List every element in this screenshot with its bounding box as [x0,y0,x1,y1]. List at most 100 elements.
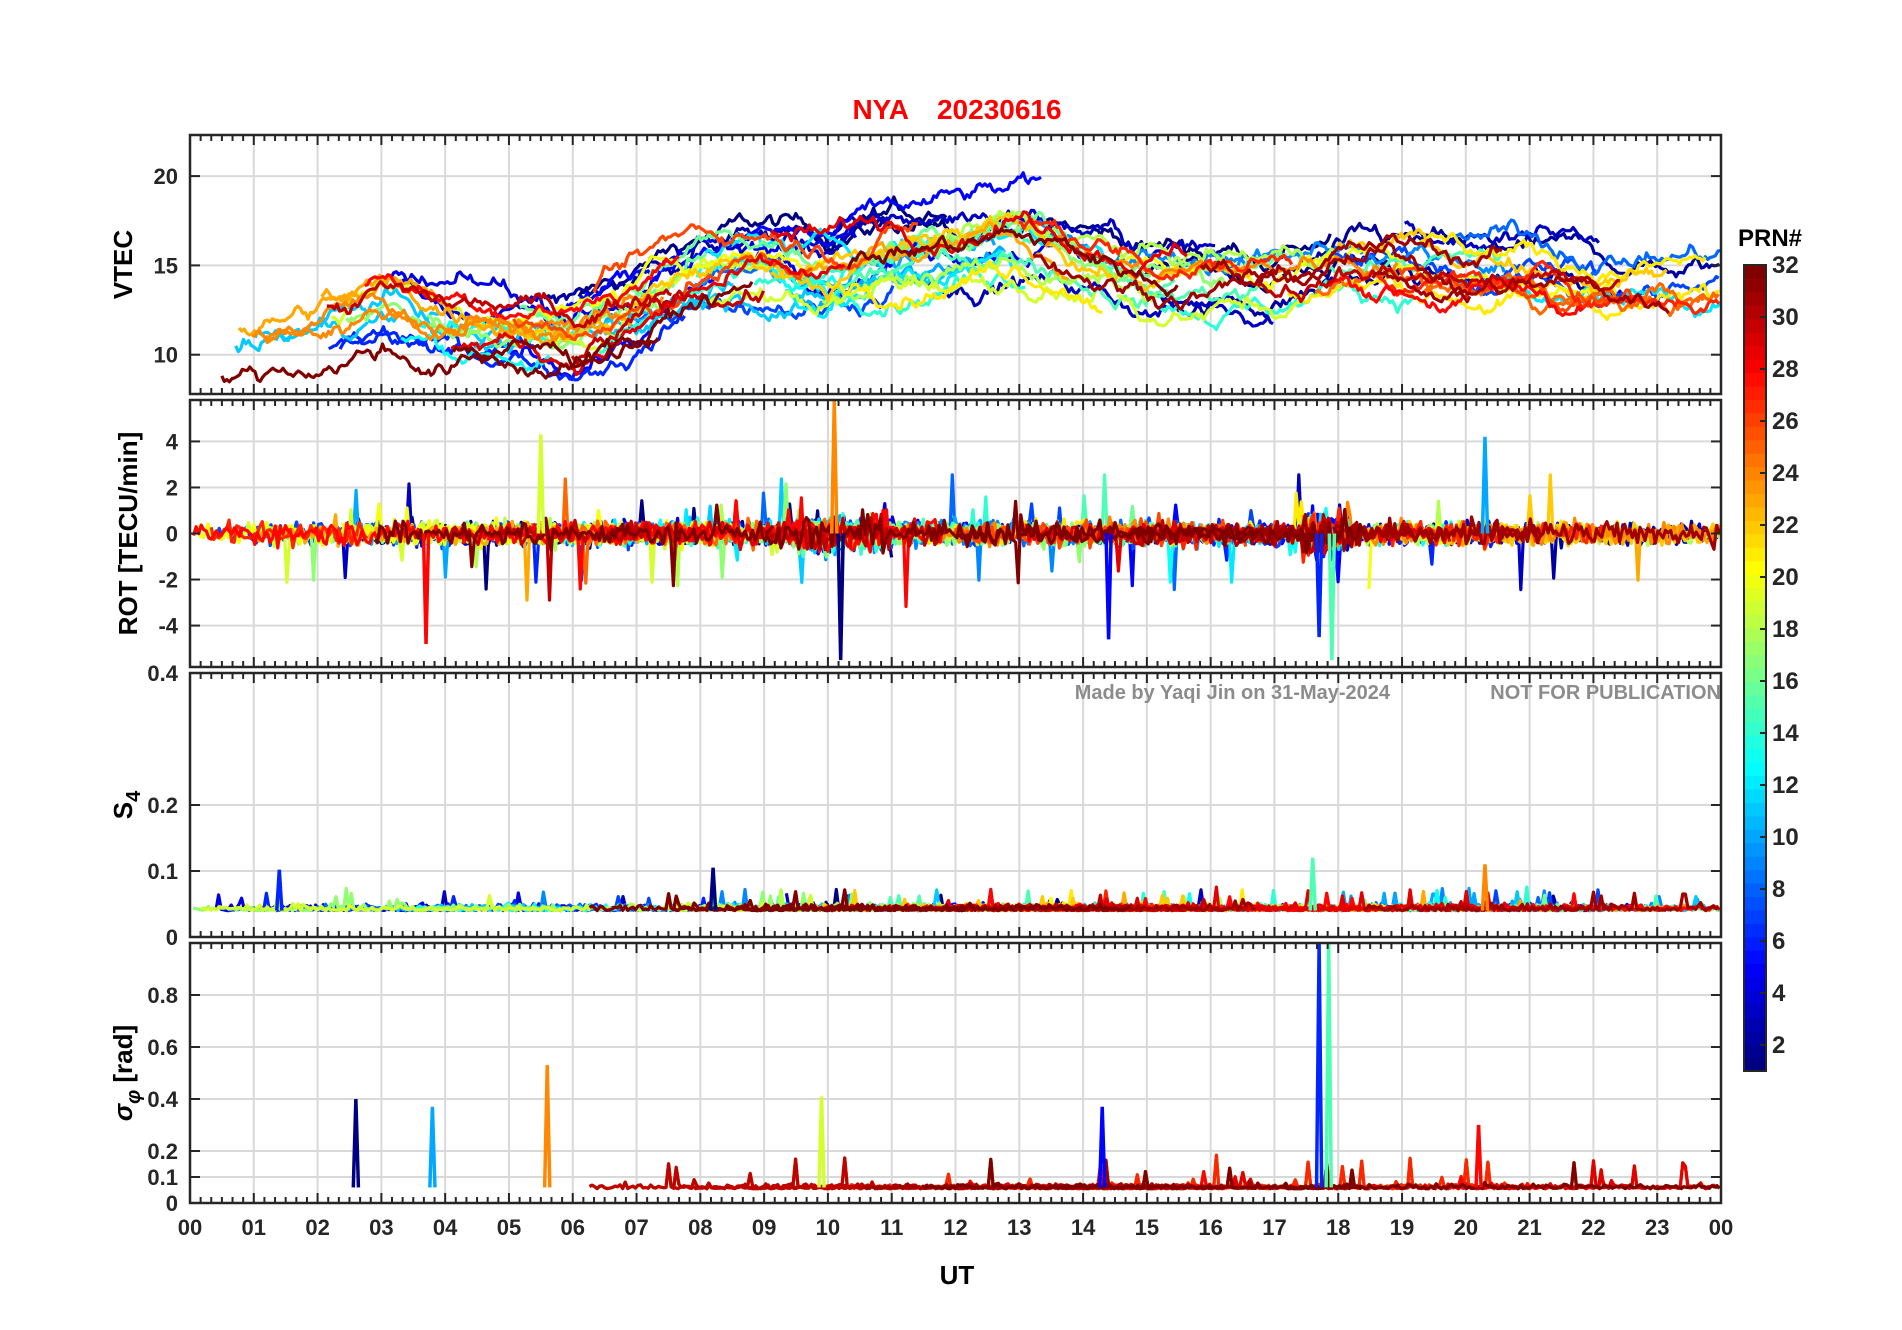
colorbar-band [1744,332,1766,347]
series-prn-30 [570,288,765,365]
series-prn-19 [330,257,784,352]
watermark-notice: NOT FOR PUBLICATION [1490,682,1721,704]
panel-frame [188,671,1723,939]
event-spike [1314,943,1324,1188]
event-spike [275,869,284,911]
event-spike [829,400,839,534]
series-prn-31 [1371,270,1670,315]
colorbar-band [1744,453,1766,468]
colorbar-frame [1743,264,1767,1072]
series-prn-19 [707,275,1097,316]
colorbar-band [1744,735,1766,750]
y-tick-label: 2 [166,475,178,500]
y-tick-label: 15 [154,253,178,278]
colorbar-tick-label: 24 [1772,460,1799,487]
event-spike [542,1065,552,1188]
colorbar-band [1744,466,1766,481]
colorbar-band [1744,708,1766,723]
series-prn-20 [494,249,826,327]
colorbar-band [1744,668,1766,683]
event-spike [421,533,431,645]
y-tick-label: 0.1 [147,1165,178,1190]
colorbar-band [1744,305,1766,320]
watermark: Made by Yaqi Jin on 31-May-2024 NOT FOR … [1075,682,1721,704]
x-tick-label: 09 [752,1215,776,1240]
colorbar-band [1744,909,1766,924]
event-spike [1324,943,1333,1188]
colorbar-band [1744,641,1766,656]
colorbar-band [1744,775,1766,790]
y-tick-label: 0.8 [147,983,178,1008]
x-tick-label: 06 [561,1215,585,1240]
y-tick-label: 10 [154,343,178,368]
colorbar-band [1744,963,1766,978]
event-spike [1480,436,1490,534]
colorbar-band [1744,829,1766,844]
series-prn-13 [695,255,848,292]
colorbar-tick-label: 14 [1772,720,1799,747]
colorbar-band [1744,372,1766,387]
colorbar-tick-label: 6 [1772,928,1785,955]
colorbar-band [1744,788,1766,803]
x-tick-label: 14 [1071,1215,1096,1240]
y-axis-label: σφ [rad] [108,1025,145,1121]
x-tick-label: 19 [1390,1215,1414,1240]
panel-frame [188,398,1723,669]
series-prn-22 [1336,228,1668,295]
event-spike [428,1106,437,1188]
event-spike [836,533,845,661]
series-prn-27 [1018,217,1294,282]
figure-title: NYA 20230616 [852,94,1061,125]
colorbar-band [1744,520,1766,535]
panel-frame [188,941,1723,1205]
colorbar-band [1744,533,1766,548]
colorbar-tick-label: 32 [1772,252,1799,279]
x-tick-label: 15 [1135,1215,1159,1240]
x-tick-label: 03 [369,1215,393,1240]
series-prn-30 [673,1157,965,1191]
series-prn-31 [1033,241,1472,311]
series-prn-21 [825,260,1103,315]
x-tick-label: 08 [688,1215,712,1240]
series-prn-19 [1116,294,1302,328]
traces-rot [192,400,1721,661]
traces-vtec [220,171,1721,384]
colorbar-band [1744,976,1766,991]
colorbar-tick-label: 28 [1772,356,1799,383]
colorbar-band [1744,1017,1766,1032]
event-spike [1314,533,1324,638]
series-prn-32 [846,227,1179,298]
x-tick-label: 11 [880,1215,903,1240]
colorbar-band [1744,291,1766,306]
colorbar-band [1744,345,1766,360]
colorbar-tick-label: 20 [1772,564,1799,591]
colorbar-band [1744,762,1766,777]
colorbar-band [1744,479,1766,494]
series-prn-32 [672,890,965,913]
colorbar-band [1744,265,1766,280]
event-spike [1327,533,1337,661]
y-tick-label: 0.4 [147,661,178,686]
x-axis-label: UT [940,1260,975,1290]
colorbar-band [1744,318,1766,333]
y-axis-label: VTEC [108,230,138,300]
colorbar-band [1744,1030,1766,1045]
series-prn-3 [718,208,1216,262]
series-prn-21 [1417,231,1707,289]
series-prn-15 [835,244,1270,311]
x-tick-label: 00 [1709,1215,1733,1240]
series-prn-30 [326,280,672,329]
colorbar-tick-label: 22 [1772,512,1799,539]
series-prn-31 [1363,890,1720,913]
colorbar-band [1744,923,1766,938]
y-tick-label: 0.1 [147,859,178,884]
y-tick-label: 4 [166,429,179,454]
series-prn-32 [764,508,1260,585]
watermark-author: Made by Yaqi Jin on 31-May-2024 [1075,682,1391,704]
colorbar-tick-label: 4 [1772,980,1786,1007]
colorbar-band [1744,412,1766,427]
panel-vtec: 10 15 20 VTEC [108,133,1723,396]
x-tick-label: 21 [1517,1215,1541,1240]
